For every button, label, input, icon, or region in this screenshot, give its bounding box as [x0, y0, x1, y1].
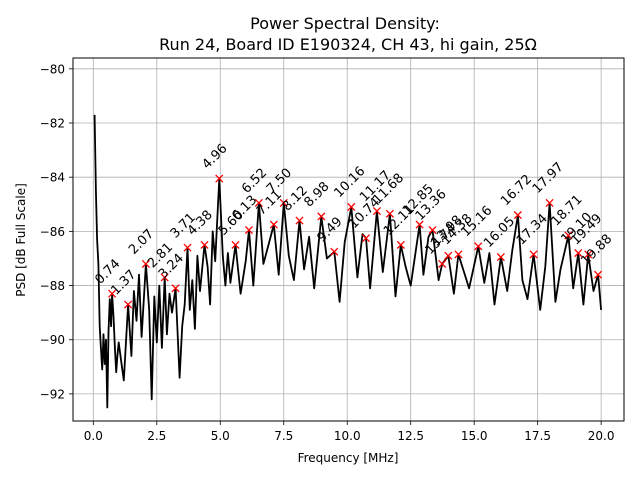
peak-marker-stroke [454, 250, 463, 259]
x-tick-label: 17.5 [524, 429, 551, 443]
peak-marker [124, 300, 133, 309]
peak-marker [183, 243, 192, 252]
peak-marker [454, 250, 463, 259]
peak-marker [160, 273, 169, 282]
peak-marker [295, 216, 304, 225]
peak-marker [200, 240, 209, 249]
peak-marker-stroke [594, 270, 603, 279]
peak-marker-stroke [584, 250, 593, 259]
peak-marker-stroke [317, 212, 326, 221]
peak-marker [584, 250, 593, 259]
axes-frame [72, 57, 625, 422]
peak-marker-stroke [200, 240, 209, 249]
peak-marker-stroke [171, 284, 180, 293]
peak-marker [438, 259, 447, 268]
peak-marker-stroke [444, 251, 453, 260]
peak-marker [545, 198, 554, 207]
peak-marker [564, 231, 573, 240]
peak-marker-stroke [438, 259, 447, 268]
peak-marker-stroke [141, 259, 150, 268]
peak-marker [474, 242, 483, 251]
peak-marker [317, 212, 326, 221]
x-tick-label: 7.5 [274, 429, 293, 443]
peak-marker [385, 209, 394, 218]
peak-marker [141, 259, 150, 268]
peak-marker-stroke [215, 174, 224, 183]
x-tick-label: 0.0 [84, 429, 103, 443]
y-axis-label: PSD [dB Full Scale] [14, 183, 28, 297]
y-tick-label: −88 [40, 279, 65, 293]
peak-marker-stroke [361, 234, 371, 243]
peak-marker-stroke [574, 248, 583, 258]
y-tick-label: −80 [40, 62, 65, 76]
peak-markers [108, 174, 603, 309]
psd-line [93, 114, 602, 409]
peak-marker [444, 251, 453, 260]
peak-marker [231, 240, 240, 249]
peak-marker [594, 270, 603, 279]
x-tick-label: 15.0 [461, 429, 488, 443]
y-tick-label: −84 [40, 171, 65, 185]
peak-marker [415, 220, 424, 229]
y-tick-label: −92 [40, 387, 65, 401]
peak-marker [513, 211, 522, 220]
peak-marker [269, 220, 278, 229]
series-layer [93, 114, 602, 409]
peak-marker [396, 240, 405, 249]
peak-marker-stroke [269, 220, 278, 229]
peak-marker [496, 253, 505, 262]
x-axis-label: Frequency [MHz] [298, 451, 399, 465]
x-tick-label: 12.5 [397, 429, 424, 443]
x-tick-label: 2.5 [147, 429, 166, 443]
peak-marker-stroke [428, 225, 437, 235]
peak-marker-stroke [513, 211, 522, 220]
peak-marker-stroke [385, 209, 394, 218]
chart-subtitle: Run 24, Board ID E190324, CH 43, hi gain… [159, 35, 537, 54]
y-tick-label: −86 [40, 225, 65, 239]
chart-title: Power Spectral Density: [250, 14, 440, 33]
y-tick-label: −82 [40, 117, 65, 131]
peak-marker-stroke [160, 273, 169, 282]
peak-marker-stroke [279, 198, 288, 207]
peak-marker-stroke [529, 250, 538, 259]
peak-marker-stroke [254, 198, 263, 207]
peak-marker-stroke [415, 220, 424, 229]
peak-marker [428, 225, 437, 235]
peak-marker [330, 247, 339, 256]
peak-marker-stroke [231, 240, 240, 249]
peak-marker-stroke [183, 243, 192, 252]
peak-marker-stroke [545, 198, 554, 207]
peak-marker-stroke [496, 253, 505, 262]
peak-marker [279, 198, 288, 207]
peak-marker-stroke [474, 242, 483, 251]
peak-marker-stroke [330, 247, 339, 256]
peak-marker [108, 289, 117, 298]
peak-marker-stroke [347, 202, 356, 212]
peak-marker [244, 225, 254, 235]
grid [73, 58, 624, 421]
peak-marker [254, 198, 263, 207]
peak-marker [372, 206, 381, 216]
peak-marker [215, 174, 224, 183]
y-tick-label: −90 [40, 333, 65, 347]
peak-marker [361, 234, 371, 243]
peak-marker [529, 250, 538, 259]
peak-marker-stroke [124, 300, 133, 309]
peak-marker-stroke [244, 225, 254, 235]
peak-marker-stroke [564, 231, 573, 240]
axis-ticks: 0.0 2.5 5.0 7.5 10.0 12.5 15.0 17.5 20.0 −92 −90 −8… [40, 62, 615, 443]
peak-marker [574, 248, 583, 258]
peak-marker [171, 284, 180, 293]
peak-marker-stroke [295, 216, 304, 225]
peak-marker-stroke [372, 206, 381, 216]
peak-marker-stroke [108, 289, 117, 298]
x-tick-label: 10.0 [334, 429, 361, 443]
x-tick-label: 5.0 [211, 429, 230, 443]
peak-marker [347, 202, 356, 212]
x-tick-label: 20.0 [588, 429, 615, 443]
peak-marker-stroke [396, 240, 405, 249]
